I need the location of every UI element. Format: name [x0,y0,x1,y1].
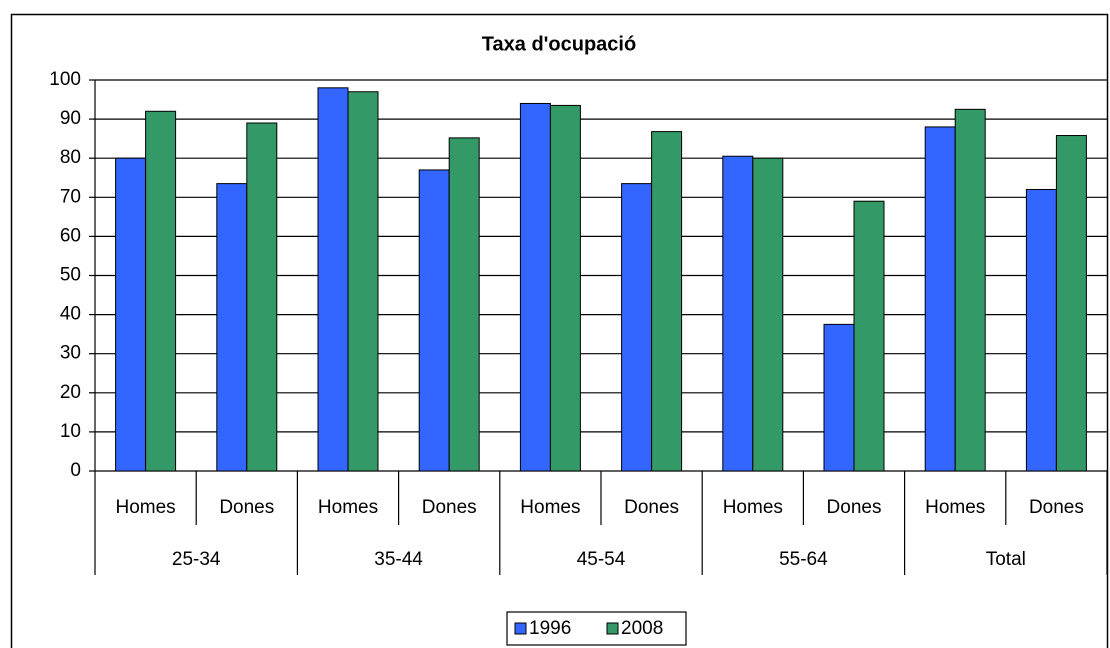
legend-swatch [514,622,527,635]
bar [145,110,177,472]
y-tick-label: 40 [60,304,81,325]
bar [621,183,653,472]
group-label: 35-44 [374,549,423,570]
x-tick-label: Homes [520,497,580,518]
y-tick-label: 50 [60,265,81,286]
bar [853,200,885,472]
bar [752,157,784,472]
group-label: Total [986,549,1026,570]
x-tick-label: Dones [827,497,882,518]
bar [317,87,349,472]
x-tick-label: Dones [624,497,679,518]
y-tick-label: 80 [60,147,81,168]
chart-title: Taxa d'ocupació [482,33,636,55]
legend-swatch [606,622,619,635]
group-label: 25-34 [172,549,221,570]
bar [924,126,956,472]
bar [448,137,480,472]
x-tick-label: Dones [422,497,477,518]
bar [651,131,683,472]
y-tick-label: 0 [70,460,81,481]
bar [1025,188,1057,472]
x-tick-label: Homes [318,497,378,518]
y-tick-label: 60 [60,225,81,246]
bar [246,122,278,472]
group-label: 45-54 [577,549,626,570]
bar [216,183,248,472]
bar [722,155,754,472]
bar [549,104,581,472]
y-tick-label: 20 [60,382,81,403]
y-tick-label: 100 [49,69,81,90]
bar [1055,135,1087,472]
y-tick-label: 10 [60,421,81,442]
bar [347,91,379,472]
bar [115,157,147,472]
bar [418,169,450,472]
x-tick-label: Homes [723,497,783,518]
y-tick-label: 90 [60,108,81,129]
group-label: 55-64 [779,549,828,570]
legend-label: 2008 [621,618,663,639]
bar [823,323,855,472]
x-tick-label: Dones [1029,497,1084,518]
bar [954,108,986,472]
bar [519,102,551,472]
legend-label: 1996 [529,618,571,639]
x-tick-label: Homes [925,497,985,518]
y-tick-label: 30 [60,343,81,364]
y-tick-label: 70 [60,186,81,207]
x-tick-label: Dones [219,497,274,518]
x-tick-label: Homes [116,497,176,518]
legend-box [506,611,687,646]
